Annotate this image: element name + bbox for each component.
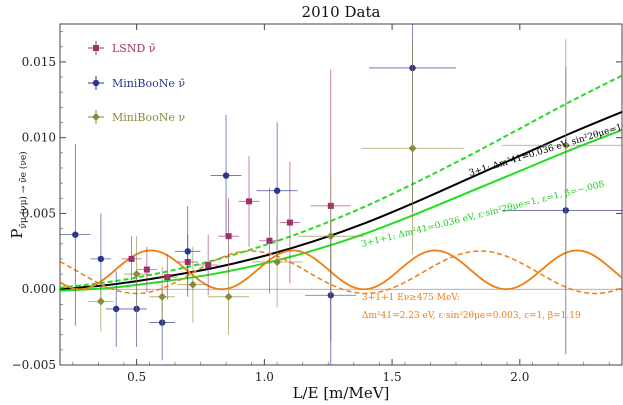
marker-diamond <box>273 257 282 266</box>
data-point-1-5 <box>174 205 201 297</box>
data-point-2-0 <box>88 271 114 332</box>
data-point-1-0 <box>60 143 91 326</box>
marker-diamond <box>132 270 141 279</box>
data-point-1-2 <box>105 271 127 347</box>
legend: LSND ν̄ MiniBooNe ν̄ MiniBooNe ν <box>88 41 185 124</box>
legend-marker-mbnubar <box>92 79 100 87</box>
x-tick-label: 1.0 <box>255 370 274 384</box>
x-tick-label: 2.0 <box>510 370 529 384</box>
marker-square <box>164 274 171 281</box>
x-tick-label: 0.5 <box>127 370 146 384</box>
legend-label-mbnubar: MiniBooNe ν̄ <box>112 77 185 90</box>
data-point-2-4 <box>208 258 250 335</box>
data-point-0-5 <box>238 155 260 247</box>
marker-square <box>266 237 273 244</box>
data-point-0-1 <box>157 254 178 300</box>
data-point-2-7 <box>361 42 464 255</box>
marker-diamond <box>158 292 167 301</box>
marker-diamond <box>224 292 233 301</box>
y-tick-label: 0.010 <box>22 131 56 145</box>
curve-3 <box>60 249 622 291</box>
marker-diamond <box>408 144 417 153</box>
marker-square <box>205 261 212 268</box>
marker-circle <box>72 231 79 238</box>
data-point-2-3 <box>177 246 209 323</box>
marker-diamond <box>96 297 105 306</box>
marker-circle <box>113 305 120 313</box>
legend-item-miniboone-nu: MiniBooNe ν <box>88 110 185 124</box>
marker-circle <box>222 172 230 179</box>
y-axis-label-main: P <box>8 229 26 239</box>
curve-1 <box>60 74 622 289</box>
legend-marker-mbnu <box>92 113 100 121</box>
annotation-3p1p1-orange-1: 3+1+1 Eν≥475 MeV: <box>362 293 460 303</box>
marker-circle <box>273 187 281 194</box>
y-tick-label: 0.000 <box>22 282 56 296</box>
legend-marker-lsnd <box>93 45 99 51</box>
data-point-2-2 <box>149 266 175 328</box>
x-axis-label: L/E [m/MeV] <box>293 384 390 402</box>
x-tick-label: 1.5 <box>383 370 402 384</box>
data-point-2-5 <box>251 216 303 308</box>
marker-square <box>225 233 232 240</box>
marker-square <box>286 219 293 226</box>
legend-item-miniboone-antinu: MiniBooNe ν̄ <box>88 76 185 90</box>
curve-0 <box>60 110 622 291</box>
annotation-3p1p1-green: 3+1+1: Δm²41=0.036 eV, ε·sin²2θμe=1, ε=1… <box>360 180 605 250</box>
legend-label-lsnd: LSND ν̄ <box>112 42 156 55</box>
marker-diamond <box>561 141 570 150</box>
marker-diamond <box>326 232 335 241</box>
curve-2 <box>60 129 622 292</box>
data-point-0-7 <box>279 161 301 284</box>
data-point-2-6 <box>297 175 364 297</box>
data-point-2-1 <box>123 236 150 312</box>
y-tick-label: 0.015 <box>22 55 56 69</box>
marker-square <box>143 266 150 273</box>
chart-title: 2010 Data <box>302 3 381 21</box>
y-tick-label: 0.005 <box>22 206 56 220</box>
annotation-3p1p1-orange-2: Δm²41=2.23 eV, ε·sin²2θμe=0.003, ε=1, β=… <box>362 311 581 321</box>
marker-circle <box>97 255 105 263</box>
y-tick-label: −0.005 <box>12 358 56 372</box>
legend-item-lsnd: LSND ν̄ <box>88 41 156 55</box>
svg-text:Pν̄μ (νμ) → ν̄e (νe): Pν̄μ (νμ) → ν̄e (νe) <box>8 151 29 238</box>
y-axis-label-sub: ν̄μ (νμ) → ν̄e (νe) <box>18 151 29 228</box>
annotation-3p1: 3+1: Δm²41=0.036 eV, sin²2θμe=1 <box>468 123 623 179</box>
data-point-1-6 <box>210 114 242 237</box>
data-point-0-0 <box>136 246 158 293</box>
data-point-0-6 <box>259 187 280 294</box>
data-point-0-3 <box>197 234 219 296</box>
marker-square <box>128 255 135 262</box>
data-point-2-8 <box>501 39 623 252</box>
plot-frame <box>59 23 623 366</box>
curve-4 <box>60 250 622 295</box>
y-axis-label: Pν̄μ (νμ) → ν̄e (νe) <box>8 151 29 238</box>
marker-square <box>246 198 253 205</box>
marker-circle <box>184 248 191 255</box>
marker-diamond <box>188 280 197 289</box>
legend-label-mbnu: MiniBooNe ν <box>112 111 185 124</box>
